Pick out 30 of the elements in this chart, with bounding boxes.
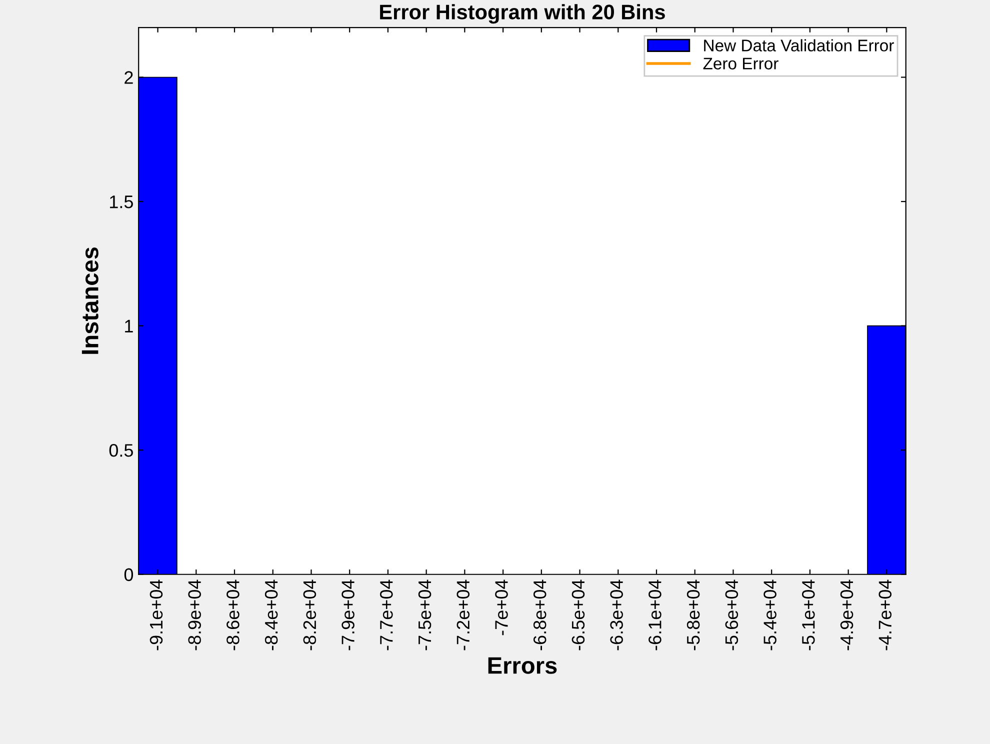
y-tick-label: 0.5 [109,444,133,457]
x-tick-label: -8.9e+04 [188,580,201,650]
x-tick-label: -7.7e+04 [380,580,393,650]
x-tick-label: -5.8e+04 [686,580,700,650]
x-tick-label: -9.1e+04 [150,580,163,650]
x-tick-label: -7e+04 [495,580,508,636]
x-tick-label: -7.9e+04 [342,580,354,650]
chart-title: Error Histogram with 20 Bins [380,4,665,24]
legend-label: New Data Validation Error [704,39,894,52]
legend-label: Zero Error [703,58,778,70]
x-tick-label: -5.6e+04 [725,580,738,650]
x-tick-label: -6.1e+04 [648,580,662,650]
x-tick-label: -6.3e+04 [610,580,623,650]
x-tick-label: -4.7e+04 [878,580,892,650]
y-axis-title: Instances [82,247,98,354]
y-tick-label: 0 [124,568,134,582]
x-tick-label: -8.6e+04 [226,580,240,650]
x-tick-label: -8.2e+04 [303,580,316,650]
x-tick-label: -7.2e+04 [456,580,470,650]
x-tick-label: -6.5e+04 [572,580,585,650]
y-tick-label: 2 [124,71,133,84]
x-tick-label: -5.4e+04 [764,580,776,650]
y-tick-label: 1.5 [110,196,133,208]
y-tick-label: 1 [125,320,133,332]
x-tick-label: -7.5e+04 [418,580,432,650]
x-tick-label: -8.4e+04 [264,580,278,650]
x-tick-label: -6.8e+04 [533,580,546,650]
x-tick-label: -4.9e+04 [840,580,854,650]
x-axis-title: Errors [488,657,557,674]
x-tick-label: -5.1e+04 [802,580,815,650]
